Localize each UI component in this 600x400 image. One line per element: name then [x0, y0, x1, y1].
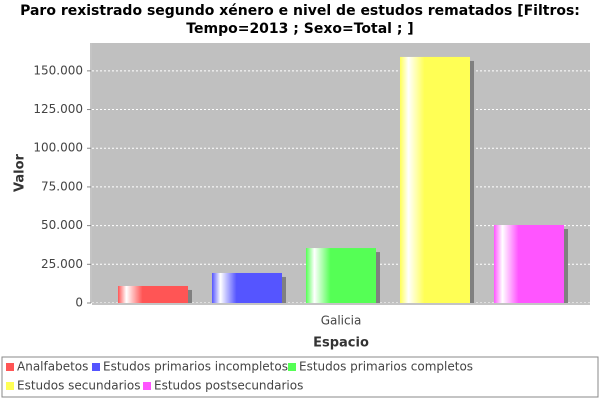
legend-swatch — [92, 363, 100, 371]
legend-swatch — [6, 382, 14, 390]
legend-swatch — [6, 363, 14, 371]
bar — [118, 285, 188, 303]
bar — [212, 272, 282, 303]
x-axis-title: Espacio — [313, 336, 369, 351]
y-tick-label: 150.000 — [33, 63, 83, 77]
legend — [1, 356, 599, 398]
legend-label: Analfabetos — [17, 360, 88, 374]
y-tick-label: 50.000 — [41, 218, 83, 232]
y-tick-label: 25.000 — [41, 257, 83, 271]
y-tick-label: 0 — [75, 296, 83, 310]
chart-title: Tempo=2013 ; Sexo=Total ; ] — [186, 21, 413, 37]
legend-label: Estudos primarios incompletos — [103, 360, 288, 374]
y-tick-label: 75.000 — [41, 179, 83, 193]
legend-label: Estudos secundarios — [17, 379, 140, 393]
bar — [306, 248, 376, 303]
y-axis-title: Valor — [13, 153, 28, 192]
chart-title: Paro rexistrado segundo xénero e nivel d… — [20, 3, 580, 19]
legend-label: Estudos postsecundarios — [154, 379, 303, 393]
bar — [494, 225, 564, 303]
legend-swatch — [143, 382, 151, 390]
legend-swatch — [288, 363, 296, 371]
x-tick-label: Galicia — [321, 314, 362, 328]
bar — [400, 56, 470, 303]
y-tick-label: 100.000 — [33, 141, 83, 155]
legend-label: Estudos primarios completos — [299, 360, 473, 374]
y-tick-label: 125.000 — [33, 102, 83, 116]
